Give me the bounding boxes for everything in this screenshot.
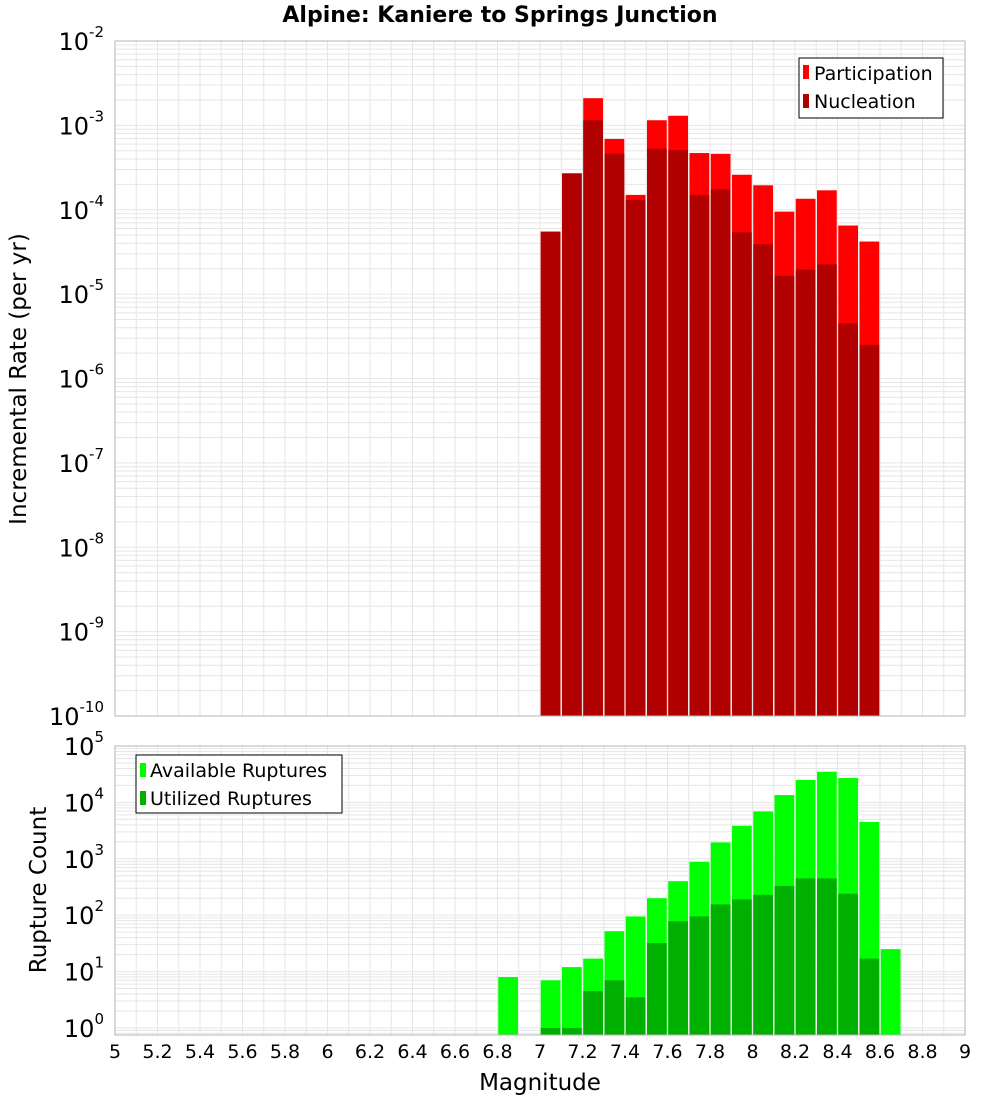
y-tick-label: 10-7 (58, 445, 104, 478)
y-tick-label: 100 (64, 1010, 104, 1043)
rate-gridlines (114, 40, 966, 717)
x-tick-label: 8 (746, 1041, 758, 1063)
nucleation-bar (583, 120, 603, 717)
x-tick-label: 7.2 (567, 1041, 597, 1063)
utilized-ruptures-bar (795, 878, 816, 1035)
available-ruptures-bar (562, 967, 582, 1035)
available-ruptures-bar (880, 949, 901, 1035)
y-tick-label: 10-3 (58, 107, 104, 140)
chart-title: Alpine: Kaniere to Springs Junction (282, 3, 717, 28)
y-tick-label: 10-10 (49, 698, 104, 731)
utilized-ruptures-bar (710, 904, 731, 1035)
utilized-ruptures-bar (859, 958, 880, 1035)
nucleation-bar (710, 189, 731, 717)
x-tick-label: 8.2 (780, 1041, 810, 1063)
x-tick-label: 8.8 (907, 1041, 937, 1063)
nucleation-bar (753, 244, 773, 717)
x-tick-label: 7.8 (695, 1041, 725, 1063)
nucleation-bar (647, 148, 667, 716)
available-legend-label: Available Ruptures (150, 760, 327, 782)
count-legend: Available Ruptures Utilized Ruptures (135, 754, 343, 814)
utilized-ruptures-bar (689, 916, 710, 1035)
utilized-ruptures-bar (668, 921, 688, 1035)
utilized-ruptures-bar (838, 893, 858, 1035)
x-tick-label: 8.4 (822, 1041, 852, 1063)
available-legend-swatch (140, 763, 146, 777)
utilized-ruptures-bar (583, 991, 603, 1035)
utilized-ruptures-bar (753, 894, 773, 1035)
rate-panel: 10-10 10-9 10-8 10-7 10-6 10-5 10-4 10-3 10-2 In… (6, 23, 966, 731)
rate-y-ticks: 10-10 10-9 10-8 10-7 10-6 10-5 10-4 10-3 10-2 (49, 23, 104, 731)
x-tick-label: 6.6 (440, 1041, 470, 1063)
y-tick-label: 10-6 (58, 361, 104, 394)
nucleation-bar (689, 194, 710, 716)
x-tick-labels: 5 5.2 5.4 5.6 5.8 6 6.2 6.4 6.6 6.8 7 7.2 7.4 7.6 7.8 8… (109, 1041, 971, 1063)
nucleation-bar (838, 323, 858, 716)
rate-plot-frame (114, 40, 966, 717)
nucleation-bar (732, 232, 752, 716)
count-legend-box (135, 754, 343, 814)
x-tick-label: 5.8 (270, 1041, 300, 1063)
count-y-ticks: 100 101 102 103 104 105 (64, 728, 104, 1043)
y-tick-label: 101 (64, 954, 104, 987)
x-tick-label: 5 (109, 1041, 121, 1063)
x-tick-label: 7 (534, 1041, 546, 1063)
count-bars (498, 771, 901, 1035)
nucleation-bar (562, 173, 582, 716)
utilized-ruptures-bar (540, 1027, 561, 1035)
utilized-legend-swatch (140, 791, 146, 805)
available-ruptures-bar (498, 977, 518, 1035)
x-tick-label: 5.4 (185, 1041, 215, 1063)
rate-legend: Participation Nucleation (798, 57, 944, 119)
x-tick-label: 6.2 (355, 1041, 385, 1063)
x-tick-label: 5.6 (227, 1041, 257, 1063)
nucleation-legend-label: Nucleation (814, 91, 916, 113)
count-panel: 100 101 102 103 104 105 Rupture Count Availab… (26, 728, 966, 1043)
rate-bars (540, 98, 880, 717)
utilized-ruptures-bar (774, 885, 795, 1035)
utilized-ruptures-bar (817, 878, 837, 1035)
nucleation-bar (540, 231, 561, 716)
y-tick-label: 10-5 (58, 276, 104, 309)
x-tick-label: 6.8 (482, 1041, 512, 1063)
y-tick-label: 10-2 (58, 23, 104, 56)
x-tick-label: 6.4 (397, 1041, 427, 1063)
nucleation-bar (625, 200, 646, 716)
nucleation-bar (774, 275, 795, 716)
nucleation-bar (604, 153, 625, 716)
available-ruptures-bar (540, 980, 561, 1035)
utilized-ruptures-bar (647, 943, 667, 1035)
x-tick-label: 9 (959, 1041, 971, 1063)
nucleation-bar (795, 269, 816, 716)
nucleation-bar (859, 344, 880, 716)
x-tick-label: 7.6 (652, 1041, 682, 1063)
utilized-ruptures-bar (732, 899, 752, 1035)
y-tick-label: 10-8 (58, 529, 104, 562)
utilized-legend-label: Utilized Ruptures (150, 788, 312, 810)
count-plot-frame (114, 745, 966, 1036)
x-tick-label: 8.6 (865, 1041, 895, 1063)
rate-y-axis-label: Incremental Rate (per yr) (6, 233, 32, 525)
nucleation-legend-swatch (803, 94, 809, 108)
y-tick-label: 10-9 (58, 614, 104, 647)
rate-legend-box (798, 57, 944, 119)
participation-legend-label: Participation (814, 63, 933, 85)
count-y-axis-label: Rupture Count (26, 807, 52, 973)
utilized-ruptures-bar (562, 1027, 582, 1035)
x-axis-label: Magnitude (479, 1070, 601, 1096)
x-tick-label: 6 (321, 1041, 333, 1063)
nucleation-bar (817, 264, 837, 716)
nucleation-bar (668, 150, 688, 716)
participation-legend-swatch (803, 65, 809, 79)
x-tick-label: 5.2 (142, 1041, 172, 1063)
y-tick-label: 10-4 (58, 192, 104, 225)
utilized-ruptures-bar (604, 980, 625, 1035)
utilized-ruptures-bar (625, 997, 646, 1035)
x-tick-label: 7.4 (610, 1041, 640, 1063)
y-tick-label: 104 (64, 784, 104, 817)
y-tick-label: 105 (64, 728, 104, 761)
y-tick-label: 103 (64, 841, 104, 874)
y-tick-label: 102 (64, 897, 104, 930)
